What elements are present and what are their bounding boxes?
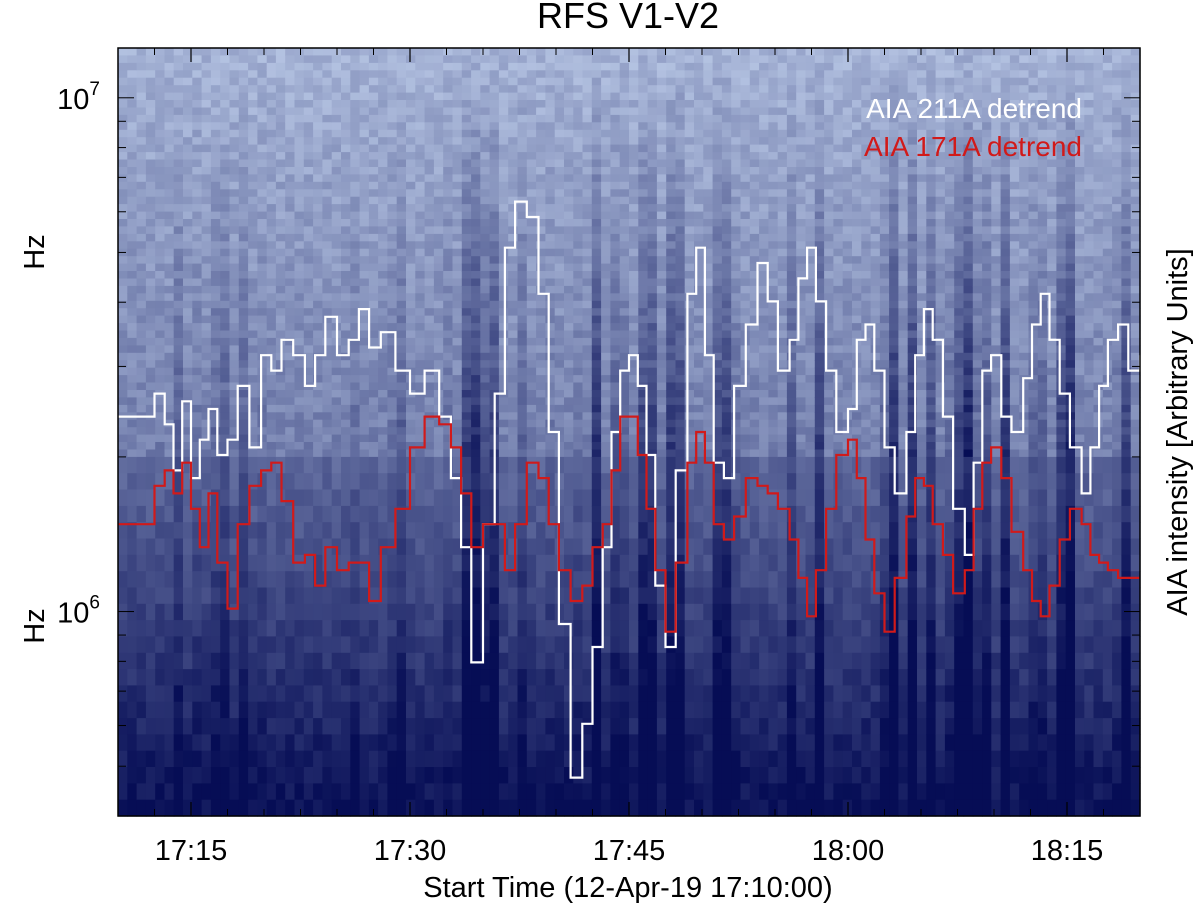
series-layer [118, 200, 1142, 779]
legend: AIA 211A detrend AIA 171A detrend [864, 93, 1082, 162]
y-tick-label: 107 [57, 79, 100, 116]
plot-frame [117, 47, 1141, 817]
x-axis-label: Start Time (12-Apr-19 17:10:00) [423, 872, 832, 904]
y-tick-label: 106 [57, 593, 100, 630]
y-axis-label-upper: Hz [19, 234, 51, 269]
x-tick-labels: 17:15 17:30 17:45 18:00 18:15 [155, 835, 1104, 867]
chart-title: RFS V1-V2 [537, 0, 719, 36]
legend-label-aia171: AIA 171A detrend [864, 131, 1082, 162]
spectrogram-image [118, 48, 1141, 817]
x-tick-label: 17:15 [155, 835, 228, 867]
y2-axis-label: AIA intensity [Arbitrary Units] [1162, 248, 1194, 615]
x-tick-label: 17:45 [593, 835, 666, 867]
x-tick-label: 17:30 [374, 835, 447, 867]
y-axis-label-lower: Hz [19, 608, 51, 643]
y-tick-labels: 106 107 [57, 79, 100, 630]
x-tick-label: 18:15 [1031, 835, 1104, 867]
x-tick-label: 18:00 [812, 835, 885, 867]
series-line-aia171 [118, 415, 1140, 633]
legend-label-aia211: AIA 211A detrend [866, 93, 1082, 124]
series-line-aia211 [118, 200, 1142, 779]
